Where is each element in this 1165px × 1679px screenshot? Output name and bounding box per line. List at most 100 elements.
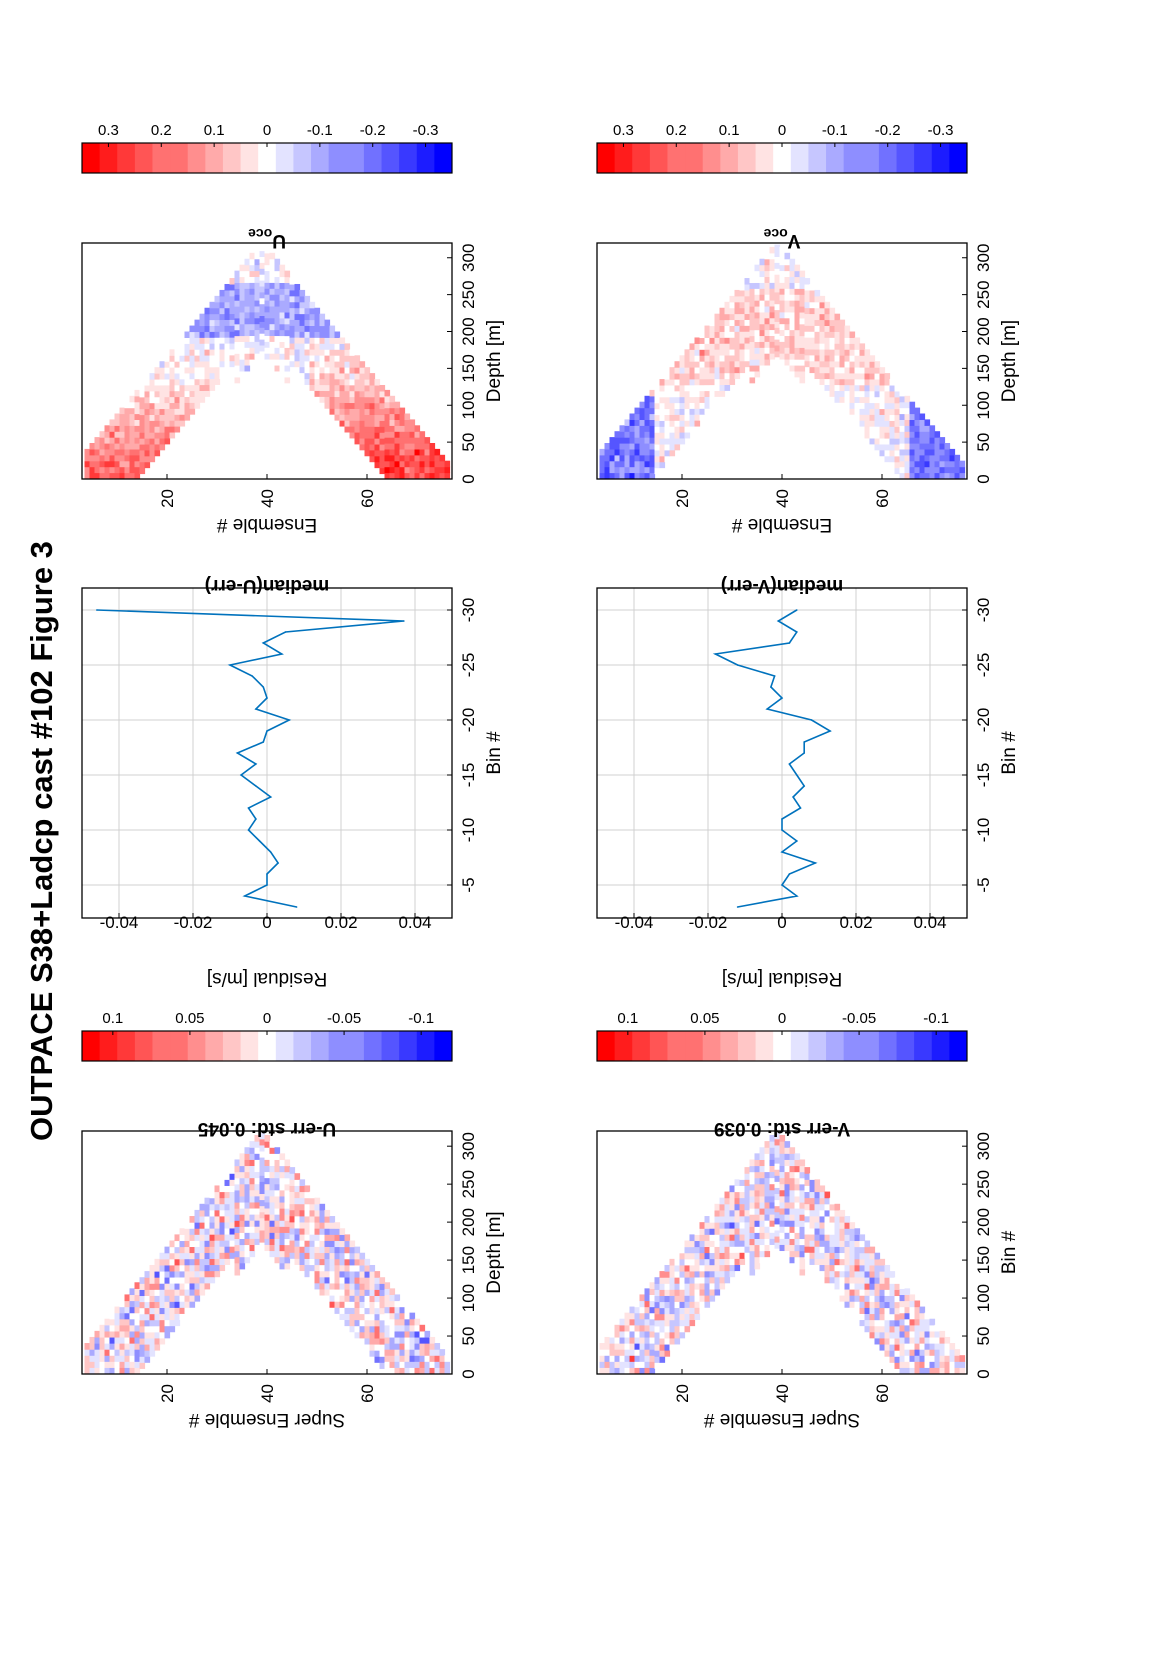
u_oce-cell bbox=[269, 258, 276, 266]
v_err-cell bbox=[719, 1270, 726, 1278]
v_oce-cell bbox=[854, 343, 861, 350]
u_err-cell bbox=[139, 1350, 146, 1357]
u_oce-cell bbox=[329, 372, 336, 380]
v_oce-cell bbox=[684, 408, 691, 415]
u_err-cell bbox=[89, 1343, 96, 1350]
u_oce-colorbar-swatch bbox=[187, 143, 206, 173]
u_oce-cell bbox=[134, 413, 141, 420]
u_oce-cell bbox=[149, 373, 156, 380]
u_err-cell bbox=[184, 1258, 191, 1266]
v_err-cell bbox=[734, 1246, 741, 1253]
u_oce-cell bbox=[234, 370, 241, 378]
u_oce-cell bbox=[264, 294, 271, 301]
u_err-cell bbox=[284, 1189, 291, 1197]
u_err-cell bbox=[184, 1282, 191, 1290]
v_oce-cell bbox=[749, 370, 756, 378]
u_err-cell bbox=[364, 1319, 371, 1327]
u_oce-cell bbox=[314, 319, 321, 327]
v_oce-cell bbox=[799, 365, 806, 372]
v_err-cell bbox=[839, 1228, 846, 1235]
u_err-cell bbox=[174, 1319, 181, 1327]
v_oce-cell bbox=[794, 353, 801, 360]
u_oce-cell bbox=[204, 331, 211, 338]
u_oce-cell bbox=[269, 323, 276, 331]
u_err-cell bbox=[239, 1262, 246, 1270]
v_err-cell bbox=[909, 1300, 916, 1308]
u_oce-cell bbox=[219, 313, 226, 321]
v_oce-cell bbox=[664, 426, 671, 433]
u_err-cell bbox=[229, 1240, 236, 1247]
v_err-cell bbox=[684, 1258, 691, 1266]
u_err-cell bbox=[269, 1165, 276, 1173]
v_err-cell bbox=[909, 1318, 916, 1326]
v_err-ytick-label: 150 bbox=[974, 1246, 993, 1274]
v_err-cell bbox=[924, 1330, 931, 1338]
v_oce-cell bbox=[834, 372, 841, 380]
u_oce-cell bbox=[279, 329, 286, 337]
u_err-cell bbox=[219, 1179, 226, 1187]
u_err-cell bbox=[294, 1227, 301, 1235]
v_oce-cell bbox=[614, 466, 621, 474]
u_oce-cell bbox=[284, 376, 291, 384]
v_err-cell bbox=[779, 1232, 786, 1239]
v_median-ytick-label: -25 bbox=[974, 653, 993, 678]
u_oce-colorbar-swatch bbox=[240, 143, 259, 173]
u_oce-cell bbox=[339, 408, 346, 415]
u_err-cell bbox=[244, 1220, 251, 1227]
v_err-cell bbox=[864, 1252, 871, 1260]
v_err-cell bbox=[614, 1343, 621, 1350]
v_err-cell bbox=[719, 1246, 726, 1253]
u_err-cell bbox=[379, 1356, 386, 1363]
v_err-cell bbox=[749, 1201, 756, 1209]
v_oce-cell bbox=[759, 311, 766, 319]
u_err-cell bbox=[409, 1336, 416, 1344]
v_oce-cell bbox=[769, 305, 776, 313]
v_oce-cell bbox=[924, 437, 931, 444]
v_err-cell bbox=[834, 1270, 841, 1278]
u_median-data-point bbox=[255, 763, 257, 765]
v_err-cell bbox=[689, 1313, 696, 1321]
u_oce-cell bbox=[304, 307, 311, 315]
u_err-cell bbox=[264, 1213, 271, 1221]
u_err-cell bbox=[229, 1233, 236, 1241]
v_err-cell bbox=[719, 1209, 726, 1217]
u_err-cell bbox=[359, 1331, 366, 1339]
u_err-cell bbox=[404, 1312, 411, 1320]
v_oce-cell bbox=[634, 472, 641, 479]
v_err-cell bbox=[654, 1277, 661, 1284]
v_oce-cell bbox=[879, 396, 886, 404]
v_err-cell bbox=[869, 1319, 876, 1327]
v_median-data-point bbox=[781, 697, 783, 699]
v_err-cell bbox=[844, 1301, 851, 1308]
v_oce-cell bbox=[779, 252, 786, 260]
u_err-cell bbox=[114, 1306, 121, 1314]
v_err-cell bbox=[914, 1361, 921, 1368]
v_oce-cell bbox=[839, 390, 846, 397]
u_oce-cell bbox=[309, 366, 316, 374]
u_err-cell bbox=[209, 1228, 216, 1235]
v_oce-cell bbox=[959, 460, 966, 468]
u_oce-cell bbox=[324, 360, 331, 368]
v_oce-cell bbox=[704, 325, 711, 333]
u_oce-cell bbox=[399, 448, 406, 456]
v_err-cell bbox=[864, 1301, 871, 1308]
v_oce-cell bbox=[779, 276, 786, 283]
u_err-cell bbox=[289, 1221, 296, 1229]
v_err-cell bbox=[854, 1264, 861, 1272]
v_oce-cell bbox=[859, 414, 866, 421]
v_err-cell bbox=[674, 1301, 681, 1309]
v_err-cell bbox=[649, 1324, 656, 1332]
v_oce-cell bbox=[914, 448, 921, 456]
u_err-cell bbox=[154, 1271, 161, 1278]
v_oce-cell bbox=[934, 466, 941, 474]
v_err-cell bbox=[759, 1159, 766, 1167]
u_oce-cell bbox=[274, 364, 281, 372]
u_oce-cell bbox=[154, 384, 161, 392]
v_oce-cell bbox=[889, 379, 896, 386]
u_oce-cell bbox=[114, 443, 121, 450]
u_oce-cell bbox=[384, 401, 391, 409]
v_oce-cell bbox=[839, 355, 846, 362]
u_oce-cell bbox=[249, 347, 256, 354]
u_err-cell bbox=[314, 1234, 321, 1241]
v_err-cell bbox=[884, 1337, 891, 1345]
